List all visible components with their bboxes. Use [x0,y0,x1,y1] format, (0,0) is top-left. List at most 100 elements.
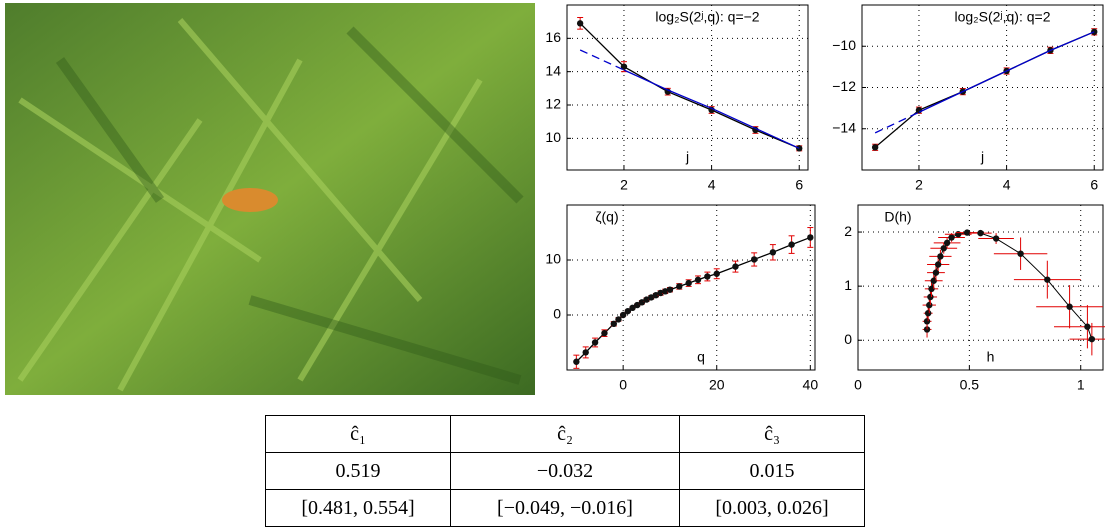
marker [928,285,935,293]
marker [624,307,632,315]
cell: [0.481, 0.554] [265,489,451,527]
x-tick-label: 4 [1003,177,1011,193]
plot-frame [566,4,809,171]
x-tick-label: 20 [709,377,725,393]
photo [5,3,535,395]
x-tick-label: 4 [708,177,716,193]
x-tick-label: 6 [1090,177,1098,193]
chart-title: ζ(q) [595,209,618,225]
marker [871,144,879,151]
x-tick-label: 0 [854,377,862,393]
marker [923,318,931,325]
y-tick-label: 10 [545,251,561,267]
marker [1088,335,1096,343]
results-table: ĉ₁ ĉ₂ ĉ₃ 0.519 −0.032 0.015 [0.481, 0.554] [−… [265,415,865,527]
marker [1017,250,1024,257]
marker [704,273,711,280]
x-tick-label: 6 [795,177,803,193]
marker [601,329,608,337]
marker [930,277,937,284]
y-tick-label: 16 [545,29,561,45]
plot-frame [857,204,1104,371]
marker [620,63,628,70]
marker [576,20,584,27]
marker [1044,276,1051,283]
y-tick-label: 2 [844,223,852,239]
marker [666,286,674,293]
marker [943,239,951,247]
marker [915,106,923,114]
marker [992,235,1000,242]
marker [769,249,777,256]
cell: 0.015 [679,452,865,490]
marker [934,261,942,268]
plot-frame [566,204,816,371]
y-tick-label: −14 [832,119,856,135]
marker [977,229,984,237]
marker [685,279,692,287]
marker [788,241,795,248]
marker [927,293,934,301]
chart-title: log₂S(2ʲ,q): q=2 [955,9,1051,25]
x-axis-label: j [685,149,689,165]
y-tick-label: 10 [545,129,561,145]
marker [948,234,955,241]
marker [619,311,627,319]
marker [610,320,617,327]
y-tick-label: 14 [545,62,561,78]
cell: [0.003, 0.026] [679,489,865,527]
marker [732,263,739,270]
series-line [623,69,800,149]
x-axis-label: j [980,149,984,165]
marker [955,231,962,238]
marker [1066,303,1073,310]
x-tick-label: 2 [620,177,628,193]
y-tick-label: 0 [844,331,852,347]
chart-title: D(h) [884,209,911,225]
marker [926,301,933,309]
series-line [918,31,1095,113]
marker [694,276,702,283]
marker [963,229,971,236]
marker [638,299,646,306]
cell: [−0.049, −0.016] [450,489,680,527]
series-line [579,49,625,71]
cell: 0.519 [265,452,451,490]
y-tick-label: −12 [832,78,856,94]
header-cell: ĉ₂ [450,415,680,453]
marker [807,234,814,241]
x-tick-label: 0 [619,377,627,393]
header-cell: ĉ₁ [265,415,451,453]
series-line [579,22,800,149]
marker [940,245,947,252]
cell: −0.032 [450,452,680,490]
x-tick-label: 1 [1077,377,1085,393]
marker [676,283,683,290]
header-cell: ĉ₃ [679,415,865,453]
marker [591,339,599,346]
y-tick-label: −10 [832,37,856,53]
marker [750,256,758,263]
y-tick-label: 0 [553,306,561,322]
x-axis-label: h [987,349,995,365]
x-tick-label: 2 [915,177,923,193]
marker [713,270,720,277]
y-tick-label: 1 [844,277,852,293]
x-tick-label: 40 [803,377,819,393]
marker [633,301,641,309]
marker [924,309,932,317]
marker [937,253,944,260]
marker [573,358,580,365]
series-line [874,111,920,134]
marker [932,269,940,276]
y-tick-label: 12 [545,96,561,112]
marker [1084,323,1091,330]
marker [629,304,636,312]
x-tick-label: 0.5 [960,377,980,393]
x-axis-label: q [697,349,705,365]
marker [615,316,622,323]
chart-title: log₂S(2ʲ,q): q=−2 [655,9,759,25]
marker [582,349,589,356]
